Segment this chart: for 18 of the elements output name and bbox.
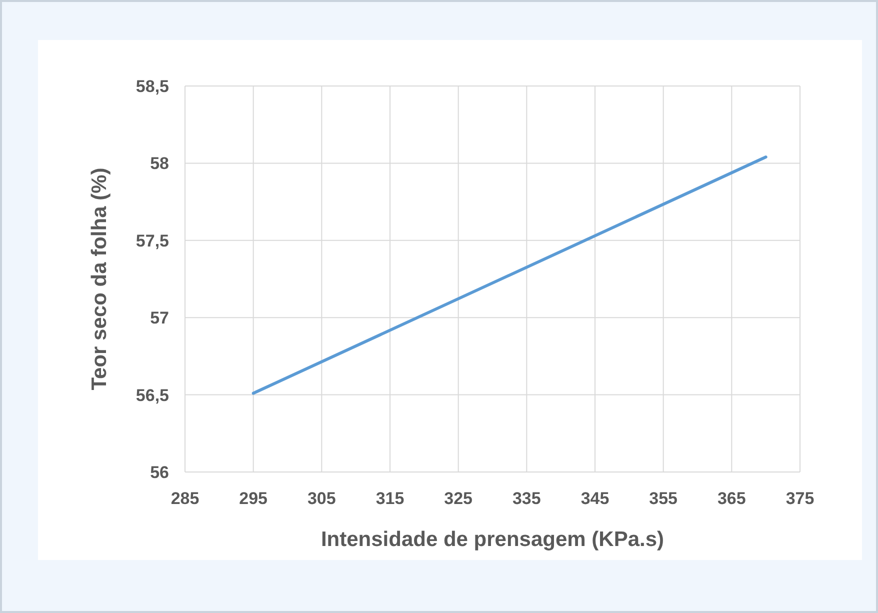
x-tick-label: 365: [717, 489, 746, 508]
y-tick-label: 58,5: [136, 77, 169, 96]
y-tick-label: 57,5: [136, 231, 169, 250]
x-tick-label: 345: [580, 489, 610, 508]
x-tick-label: 305: [307, 489, 336, 508]
x-tick-label: 315: [376, 489, 404, 508]
y-axis-title: Teor seco da folha (%): [88, 168, 111, 390]
x-tick-label: 375: [786, 489, 814, 508]
y-tick-label: 57: [150, 308, 169, 328]
y-tick-label: 56: [150, 463, 169, 482]
x-tick-label: 355: [649, 489, 678, 508]
y-tick-label: 58: [150, 154, 169, 174]
x-axis-title: Intensidade de prensagem (KPa.s): [320, 528, 664, 551]
x-tick-label: 295: [239, 489, 268, 508]
x-tick-label: 285: [170, 489, 200, 508]
x-tick-label: 335: [512, 489, 541, 508]
x-tick-label: 325: [444, 489, 473, 508]
y-tick-label: 56,5: [136, 386, 169, 405]
